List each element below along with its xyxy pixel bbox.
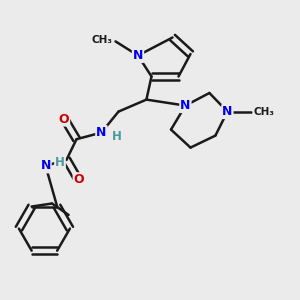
Text: N: N	[222, 105, 233, 118]
Text: N: N	[40, 159, 51, 172]
Text: H: H	[55, 156, 65, 169]
Text: O: O	[74, 173, 84, 186]
Text: N: N	[133, 49, 143, 62]
Text: CH₃: CH₃	[254, 106, 274, 117]
Text: H: H	[112, 130, 122, 143]
Text: O: O	[58, 112, 69, 126]
Text: CH₃: CH₃	[92, 35, 112, 45]
Text: N: N	[180, 99, 190, 112]
Text: N: N	[96, 126, 106, 139]
